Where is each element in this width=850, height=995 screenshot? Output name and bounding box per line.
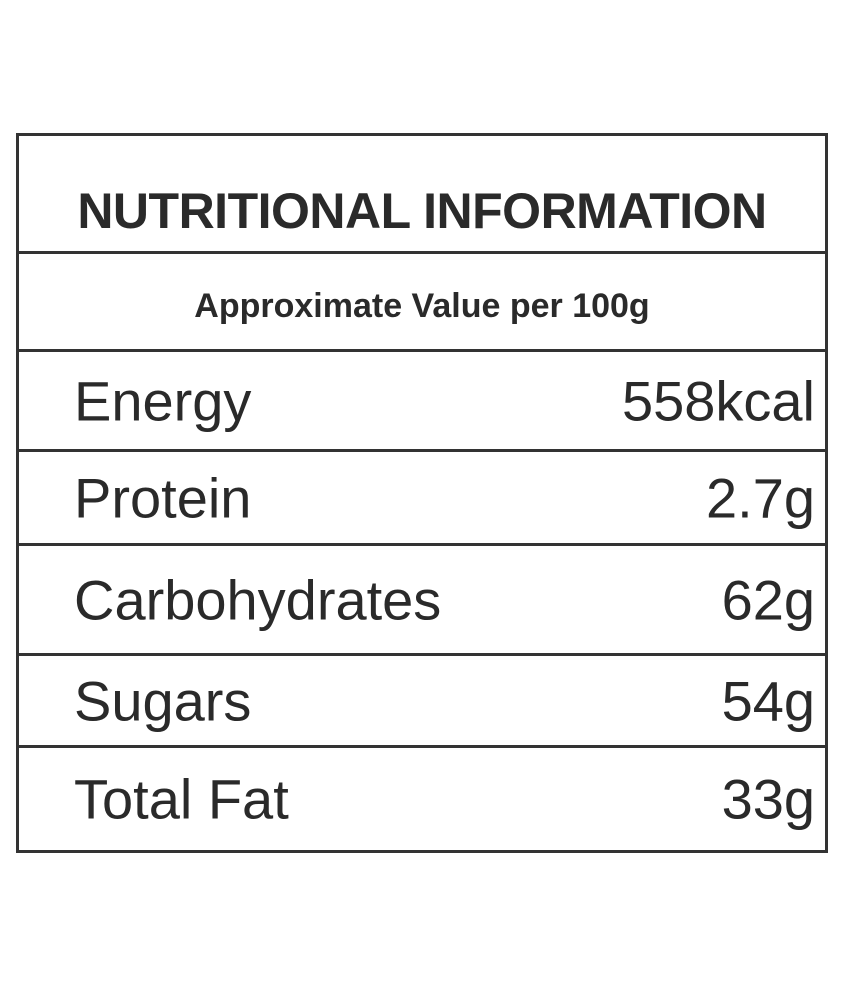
nutrient-value: 33g bbox=[721, 767, 815, 831]
nutrient-value: 2.7g bbox=[706, 466, 815, 529]
nutrient-value: 54g bbox=[721, 669, 815, 732]
nutrient-name: Protein bbox=[74, 466, 252, 529]
nutrient-row: Carbohydrates 62g bbox=[19, 546, 825, 656]
nutrient-value: 62g bbox=[721, 568, 815, 631]
nutrient-name: Energy bbox=[74, 369, 252, 432]
nutrient-row: Total Fat 33g bbox=[19, 748, 825, 850]
nutrient-name: Carbohydrates bbox=[74, 568, 442, 631]
nutrition-panel: NUTRITIONAL INFORMATION Approximate Valu… bbox=[16, 133, 828, 853]
subtitle: Approximate Value per 100g bbox=[19, 254, 825, 352]
nutrient-row: Energy 558kcal bbox=[19, 352, 825, 452]
title: NUTRITIONAL INFORMATION bbox=[19, 136, 825, 254]
nutrient-row: Sugars 54g bbox=[19, 656, 825, 748]
nutrient-value: 558kcal bbox=[621, 369, 815, 432]
nutrient-name: Total Fat bbox=[74, 767, 289, 831]
nutrient-row: Protein 2.7g bbox=[19, 452, 825, 546]
nutrient-name: Sugars bbox=[74, 669, 252, 732]
